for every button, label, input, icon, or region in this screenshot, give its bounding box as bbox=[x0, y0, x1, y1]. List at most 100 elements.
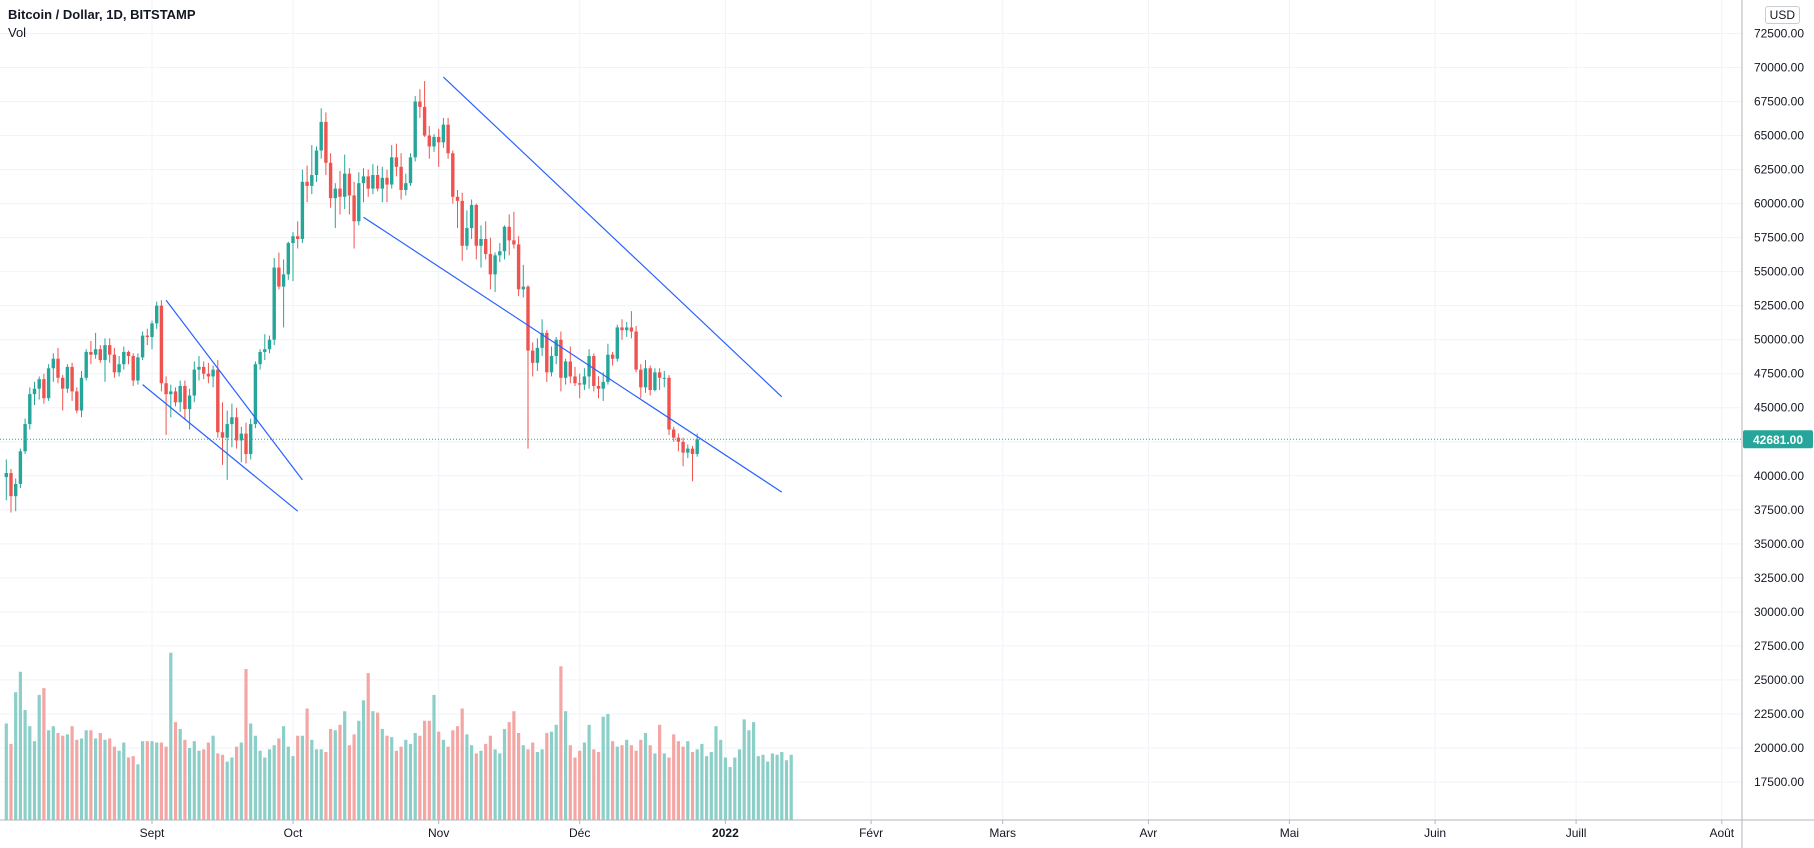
candle-body bbox=[51, 358, 55, 369]
candle-body bbox=[512, 240, 516, 245]
volume-bar bbox=[291, 756, 295, 820]
candle-body bbox=[653, 372, 657, 391]
candle-body bbox=[23, 424, 27, 452]
candle-body bbox=[18, 451, 23, 484]
volume-bar bbox=[37, 694, 41, 820]
volume-bar bbox=[451, 730, 455, 820]
candle-body bbox=[14, 483, 18, 497]
candle-body bbox=[507, 226, 511, 241]
trendline-sept-channel-upper[interactable] bbox=[165, 299, 303, 481]
y-tick-label: 52500.00 bbox=[1754, 299, 1804, 313]
volume-bar bbox=[455, 726, 460, 820]
volume-bar bbox=[611, 741, 615, 820]
volume-indicator-label[interactable]: Vol bbox=[8, 25, 27, 40]
volume-bar bbox=[51, 726, 55, 820]
volume-bar bbox=[507, 722, 511, 820]
trendline-sept-channel-lower[interactable] bbox=[142, 384, 299, 512]
volume-bar bbox=[282, 726, 286, 820]
y-tick-label: 67500.00 bbox=[1754, 95, 1804, 109]
candle-body bbox=[615, 327, 619, 359]
x-tick-label: Mars bbox=[989, 826, 1016, 840]
volume-bar bbox=[338, 724, 342, 820]
volume-bar bbox=[380, 728, 384, 820]
volume-bar bbox=[559, 666, 563, 820]
volume-bar bbox=[418, 735, 422, 820]
y-tick-label: 62500.00 bbox=[1754, 163, 1804, 177]
candle-body bbox=[390, 157, 394, 185]
candle-body bbox=[592, 356, 596, 386]
volume-bar bbox=[733, 757, 737, 820]
y-tick-label: 20000.00 bbox=[1754, 741, 1804, 755]
volume-bar bbox=[493, 749, 497, 820]
volume-bar bbox=[272, 745, 276, 820]
candle-body bbox=[197, 366, 201, 370]
volume-bar bbox=[239, 742, 243, 820]
volume-bar bbox=[145, 741, 149, 820]
candle-body bbox=[296, 236, 300, 239]
candle-body bbox=[455, 196, 460, 201]
volume-bar bbox=[625, 739, 629, 820]
grid-layer bbox=[0, 0, 1742, 820]
volume-bar bbox=[300, 735, 304, 820]
y-tick-label: 35000.00 bbox=[1754, 537, 1804, 551]
candle-body bbox=[347, 173, 352, 196]
volume-bar bbox=[333, 730, 337, 820]
candle-body bbox=[408, 157, 413, 184]
volume-bar bbox=[126, 757, 131, 820]
volume-bar bbox=[512, 711, 516, 820]
volume-bar bbox=[32, 741, 37, 820]
y-tick-label: 50000.00 bbox=[1754, 333, 1804, 347]
candle-body bbox=[535, 347, 540, 363]
candle-body bbox=[46, 368, 51, 399]
volume-bar bbox=[211, 735, 215, 820]
candle-body bbox=[314, 150, 319, 176]
candle-body bbox=[474, 204, 478, 246]
volume-bar bbox=[23, 709, 27, 820]
candle-body bbox=[98, 349, 102, 361]
volume-bar bbox=[432, 694, 436, 820]
volume-bar bbox=[587, 724, 591, 820]
volume-bar bbox=[639, 739, 643, 820]
volume-bar bbox=[164, 746, 168, 820]
x-tick-label: Juin bbox=[1424, 826, 1446, 840]
symbol-title[interactable]: Bitcoin / Dollar, 1D, BITSTAMP bbox=[8, 7, 196, 22]
volume-bar bbox=[9, 743, 13, 820]
candle-body bbox=[79, 377, 84, 411]
volume-bar bbox=[578, 750, 582, 820]
candle-body bbox=[361, 176, 366, 184]
candle-body bbox=[216, 369, 220, 433]
candle-body bbox=[587, 356, 591, 377]
candle-body bbox=[460, 200, 464, 246]
trendline-layer[interactable] bbox=[142, 76, 783, 512]
volume-bar bbox=[756, 756, 760, 820]
volume-bar bbox=[498, 753, 502, 820]
y-tick-label: 65000.00 bbox=[1754, 129, 1804, 143]
candle-body bbox=[89, 351, 93, 355]
volume-bar bbox=[601, 716, 605, 820]
volume-bar bbox=[747, 730, 751, 820]
candle-body bbox=[65, 366, 70, 389]
volume-bar bbox=[183, 739, 187, 820]
volume-bar bbox=[310, 739, 314, 820]
volume-bar bbox=[89, 730, 93, 820]
volume-bar bbox=[305, 708, 309, 820]
candle-body bbox=[291, 236, 295, 244]
candle-body bbox=[112, 354, 117, 373]
volume-bar bbox=[582, 742, 586, 820]
trendline-nov-channel-lower[interactable] bbox=[363, 216, 783, 493]
candle-body bbox=[667, 377, 671, 430]
candle-body bbox=[465, 228, 469, 246]
trendline-nov-channel-upper[interactable] bbox=[442, 76, 783, 398]
y-tick-label: 32500.00 bbox=[1754, 571, 1804, 585]
candle-body bbox=[192, 369, 196, 396]
volume-bar bbox=[596, 752, 601, 820]
currency-button[interactable]: USD bbox=[1764, 6, 1800, 24]
candle-body bbox=[540, 332, 544, 348]
volume-bar bbox=[267, 749, 272, 820]
volume-bar bbox=[394, 750, 398, 820]
candle-body bbox=[187, 395, 192, 410]
volume-bar bbox=[192, 741, 196, 820]
x-tick-label: Avr bbox=[1140, 826, 1158, 840]
